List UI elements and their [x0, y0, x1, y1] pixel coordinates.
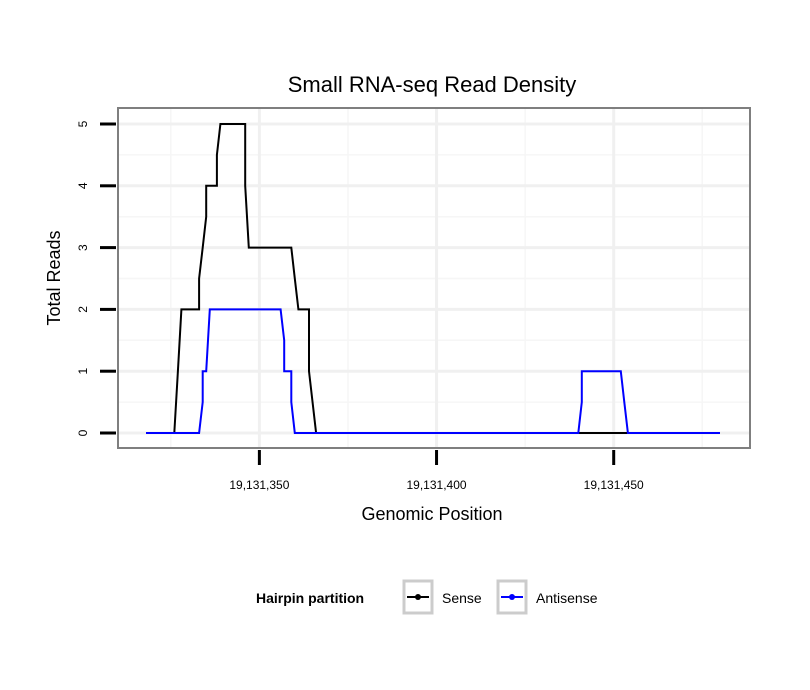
y-tick-label: 4	[76, 182, 90, 189]
y-axis-title: Total Reads	[44, 230, 64, 325]
series-line-antisense	[146, 308, 720, 434]
legend-title: Hairpin partition	[256, 590, 364, 606]
y-tick-label: 5	[76, 120, 90, 127]
legend-item-antisense: Antisense	[496, 579, 598, 615]
chart-title: Small RNA-seq Read Density	[288, 72, 577, 97]
legend-key-point-antisense	[509, 594, 515, 600]
legend-key-point-sense	[415, 594, 421, 600]
legend: Hairpin partition Sense Antisense	[256, 579, 598, 615]
legend-label-antisense: Antisense	[536, 590, 598, 606]
y-tick-label: 3	[76, 244, 90, 251]
legend-item-sense: Sense	[402, 579, 482, 615]
x-axis-title: Genomic Position	[361, 504, 502, 524]
grid	[119, 109, 749, 447]
y-tick-label: 2	[76, 306, 90, 313]
x-tick-label: 19,131,450	[584, 478, 644, 492]
series-group	[146, 123, 720, 434]
series-line-sense	[146, 123, 720, 434]
x-tick-label: 19,131,400	[407, 478, 467, 492]
x-tick-label: 19,131,350	[229, 478, 289, 492]
y-tick-label: 1	[76, 368, 90, 375]
axes: 0 1 2 3 4 5 19,131,350 19,131,400 19,131,450	[76, 120, 644, 492]
y-tick-label: 0	[76, 429, 90, 436]
legend-label-sense: Sense	[442, 590, 482, 606]
